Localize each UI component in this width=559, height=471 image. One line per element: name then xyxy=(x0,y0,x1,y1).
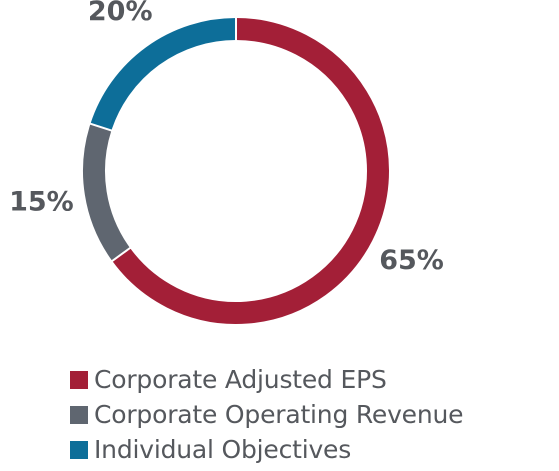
legend-label: Corporate Adjusted EPS xyxy=(94,365,387,394)
donut-chart: 65% 15% 20% xyxy=(9,0,444,324)
legend-label: Individual Objectives xyxy=(94,435,352,464)
legend-label: Corporate Operating Revenue xyxy=(94,400,464,429)
chart-legend: Corporate Adjusted EPS Corporate Operati… xyxy=(70,362,464,467)
data-label: 20% xyxy=(88,0,153,27)
legend-swatch xyxy=(70,440,88,459)
legend-item-individual-objectives: Individual Objectives xyxy=(70,432,463,467)
legend-swatch xyxy=(70,405,88,424)
legend-item-corporate-operating-revenue: Corporate Operating Revenue xyxy=(70,397,464,432)
data-label: 65% xyxy=(379,245,444,276)
legend-swatch xyxy=(70,370,88,389)
donut-slice-corporate-operating-revenue xyxy=(83,123,131,261)
donut-slice-corporate-adjusted-eps xyxy=(112,18,389,324)
slice-separator xyxy=(110,246,132,263)
data-labels: 65% 15% 20% xyxy=(9,0,444,276)
slice-separator xyxy=(89,122,113,132)
data-label: 15% xyxy=(9,186,74,217)
legend-item-corporate-adjusted-eps: Corporate Adjusted EPS xyxy=(70,362,463,397)
donut-slices xyxy=(83,17,389,324)
donut-slice-individual-objectives xyxy=(90,18,237,131)
